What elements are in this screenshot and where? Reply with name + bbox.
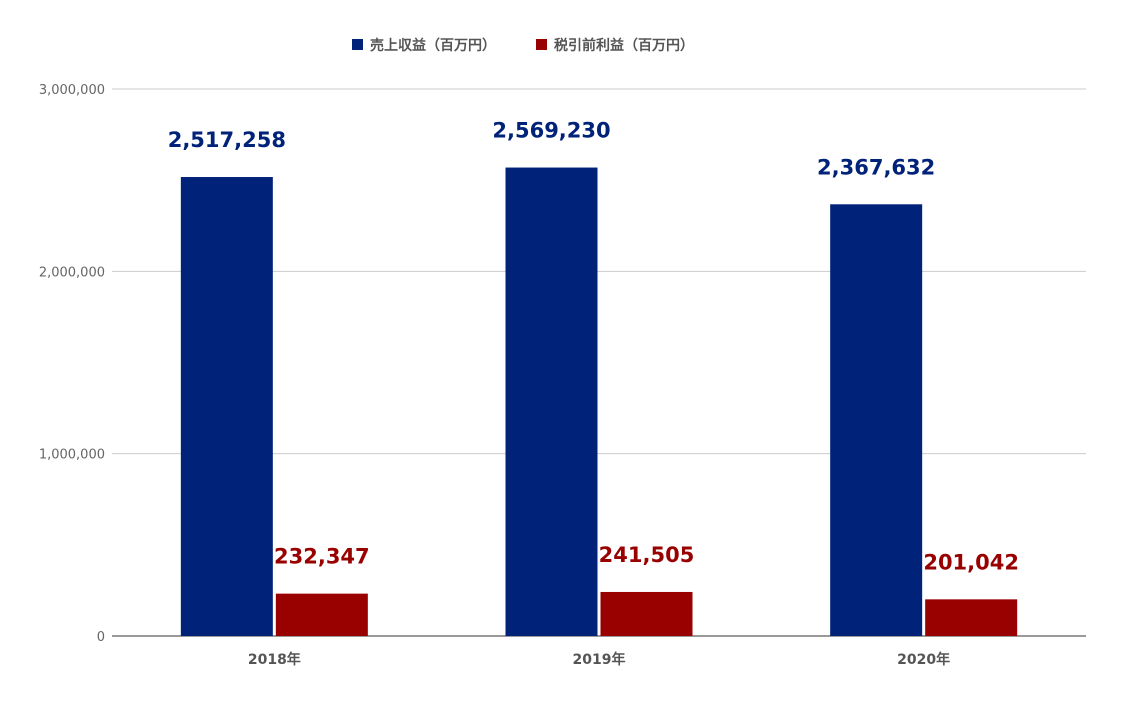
data-label-revenue: 2,569,230: [492, 119, 610, 143]
y-tick-label: 0: [97, 630, 105, 645]
x-tick-label: 2019年: [573, 651, 626, 668]
data-label-pretax-profit: 241,505: [599, 543, 695, 567]
bars: [180, 167, 1018, 636]
legend-label-pretax-profit: 税引前利益（百万円）: [554, 37, 694, 54]
legend-swatch-pretax-profit: [536, 39, 547, 50]
x-tick-label: 2018年: [248, 651, 301, 668]
bar-revenue: [505, 167, 598, 636]
data-label-revenue: 2,367,632: [817, 155, 935, 179]
bar-pretax-profit: [600, 591, 693, 636]
bar-pretax-profit: [275, 593, 368, 636]
x-axis-ticks: 2018年 2019年 2020年: [248, 651, 950, 668]
legend-swatch-revenue: [352, 39, 363, 50]
bar-revenue: [180, 177, 273, 636]
bar-pretax-profit: [925, 599, 1018, 636]
bar-revenue: [830, 204, 923, 636]
data-label-pretax-profit: 232,347: [274, 545, 370, 569]
gridlines: [112, 88, 1086, 637]
y-tick-label: 2,000,000: [39, 265, 105, 280]
legend-label-revenue: 売上収益（百万円）: [370, 37, 496, 54]
y-tick-label: 1,000,000: [39, 448, 105, 463]
y-tick-label: 3,000,000: [39, 83, 105, 98]
x-tick-label: 2020年: [897, 651, 950, 668]
data-label-pretax-profit: 201,042: [923, 550, 1019, 574]
legend: 売上収益（百万円） 税引前利益（百万円）: [352, 37, 694, 54]
y-axis-ticks: 0 1,000,000 2,000,000 3,000,000: [39, 83, 105, 645]
data-label-revenue: 2,517,258: [168, 128, 286, 152]
data-labels: 2,517,258 232,347 2,569,230 241,505 2,367,63…: [168, 119, 1019, 575]
